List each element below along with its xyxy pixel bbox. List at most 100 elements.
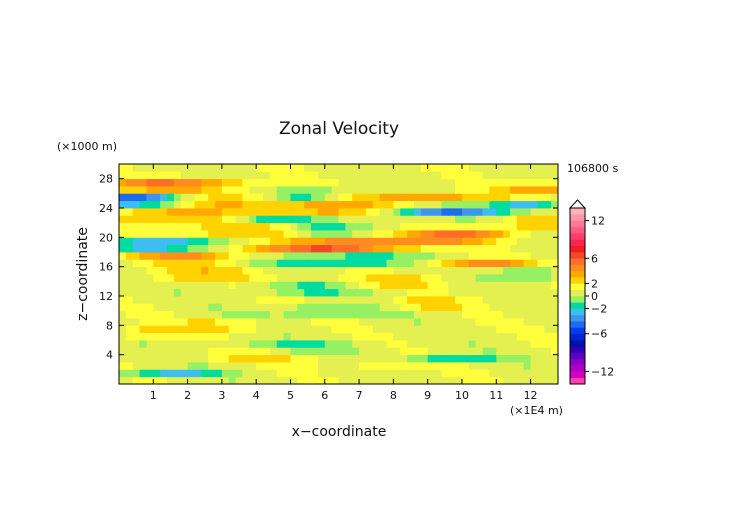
- field-cell: [489, 222, 497, 231]
- field-cell: [228, 230, 237, 238]
- field-cell: [139, 171, 147, 180]
- field-cell: [167, 178, 175, 187]
- field-cell: [139, 186, 147, 194]
- field-cell: [249, 200, 257, 209]
- field-cell: [146, 340, 154, 348]
- field-cell: [173, 340, 182, 348]
- field-cell: [468, 340, 477, 348]
- field-cell: [276, 252, 285, 260]
- field-cell: [365, 171, 374, 180]
- field-cell: [297, 274, 305, 282]
- field-cell: [551, 347, 559, 356]
- field-cell: [119, 266, 127, 275]
- field-cell: [304, 164, 312, 172]
- field-cell: [496, 369, 504, 378]
- field-cell: [311, 266, 319, 275]
- field-cell: [461, 281, 470, 290]
- field-cell: [317, 318, 326, 326]
- field-cell: [208, 332, 216, 341]
- field-cell: [379, 186, 387, 194]
- field-cell: [201, 310, 209, 319]
- field-cell: [331, 266, 339, 275]
- field-cell: [324, 230, 333, 238]
- x-tick-label: 4: [253, 389, 260, 402]
- field-cell: [448, 208, 456, 216]
- field-cell: [503, 376, 511, 385]
- field-cell: [420, 274, 429, 282]
- field-cell: [132, 325, 140, 334]
- field-cell: [420, 340, 429, 348]
- field-cell: [530, 178, 538, 187]
- field-cell: [317, 222, 326, 231]
- field-cell: [215, 325, 223, 334]
- field-cell: [441, 296, 449, 304]
- field-cell: [503, 215, 511, 224]
- field-cell: [503, 222, 511, 231]
- field-cell: [441, 362, 449, 370]
- field-cell: [173, 325, 182, 334]
- field-cell: [530, 376, 538, 385]
- field-cell: [160, 296, 168, 304]
- field-cell: [221, 310, 230, 319]
- field-cell: [427, 376, 435, 385]
- field-cell: [297, 362, 305, 370]
- field-cell: [393, 193, 401, 202]
- field-cell: [413, 178, 422, 187]
- field-cell: [379, 208, 387, 216]
- field-cell: [400, 303, 408, 312]
- field-cell: [160, 222, 168, 231]
- field-cell: [516, 288, 525, 297]
- field-cell: [187, 281, 195, 290]
- field-cell: [448, 332, 456, 341]
- field-cell: [194, 347, 202, 356]
- field-cell: [173, 237, 182, 246]
- field-cell: [461, 171, 470, 180]
- field-cell: [523, 222, 531, 231]
- field-cell: [352, 332, 360, 341]
- field-cell: [290, 215, 298, 224]
- field-cell: [201, 296, 209, 304]
- field-cell: [468, 252, 477, 260]
- field-cell: [475, 237, 483, 246]
- field-cell: [201, 178, 209, 187]
- field-cell: [503, 208, 511, 216]
- field-cell: [407, 296, 415, 304]
- field-cell: [153, 332, 161, 341]
- field-cell: [139, 266, 147, 275]
- field-cell: [352, 186, 360, 194]
- field-cell: [194, 332, 202, 341]
- field-cell: [379, 222, 387, 231]
- field-cell: [187, 376, 195, 385]
- field-cell: [256, 208, 264, 216]
- field-cell: [221, 274, 230, 282]
- field-cell: [324, 362, 333, 370]
- field-cell: [537, 222, 545, 231]
- field-cell: [228, 296, 237, 304]
- field-cell: [290, 208, 298, 216]
- field-cell: [544, 274, 552, 282]
- field-cell: [365, 178, 374, 187]
- field-cell: [544, 266, 552, 275]
- field-cell: [221, 266, 230, 275]
- field-cell: [365, 274, 374, 282]
- field-cell: [208, 354, 216, 363]
- field-cell: [235, 354, 243, 363]
- field-cell: [132, 259, 140, 268]
- field-cell: [516, 164, 525, 172]
- field-cell: [324, 281, 333, 290]
- field-cell: [256, 296, 264, 304]
- field-cell: [208, 193, 216, 202]
- field-cell: [221, 325, 230, 334]
- field-cell: [180, 208, 188, 216]
- field-cell: [407, 376, 415, 385]
- field-cell: [434, 171, 442, 180]
- field-cell: [242, 222, 250, 231]
- field-cell: [173, 369, 182, 378]
- field-cell: [537, 208, 545, 216]
- field-cell: [208, 303, 216, 312]
- field-cell: [475, 318, 483, 326]
- field-cell: [352, 215, 360, 224]
- field-cell: [420, 237, 429, 246]
